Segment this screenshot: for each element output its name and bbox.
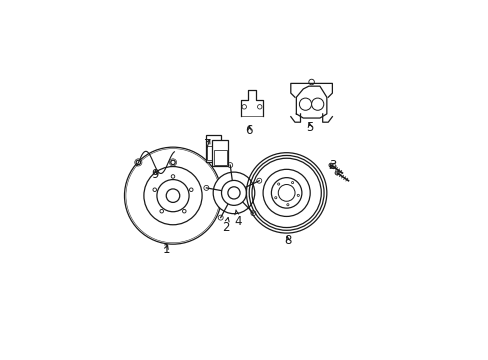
Circle shape (256, 178, 261, 183)
Circle shape (328, 163, 332, 167)
Text: 8: 8 (284, 234, 291, 247)
Text: 1: 1 (162, 243, 169, 256)
Circle shape (250, 211, 255, 216)
Circle shape (227, 163, 232, 167)
Text: 7: 7 (203, 138, 211, 151)
Circle shape (213, 172, 254, 214)
Circle shape (308, 79, 314, 85)
Circle shape (311, 98, 323, 110)
Circle shape (170, 160, 175, 165)
Text: 5: 5 (306, 121, 313, 134)
Circle shape (166, 189, 180, 202)
Circle shape (299, 98, 311, 110)
Circle shape (334, 171, 338, 175)
Text: 4: 4 (234, 210, 242, 229)
FancyBboxPatch shape (205, 135, 221, 162)
Circle shape (136, 160, 140, 165)
Text: 3: 3 (328, 159, 335, 172)
Circle shape (203, 185, 208, 190)
Text: 9: 9 (151, 168, 159, 181)
FancyBboxPatch shape (212, 140, 227, 166)
Circle shape (218, 215, 223, 220)
Text: 6: 6 (245, 124, 252, 137)
Text: 2: 2 (222, 217, 229, 234)
